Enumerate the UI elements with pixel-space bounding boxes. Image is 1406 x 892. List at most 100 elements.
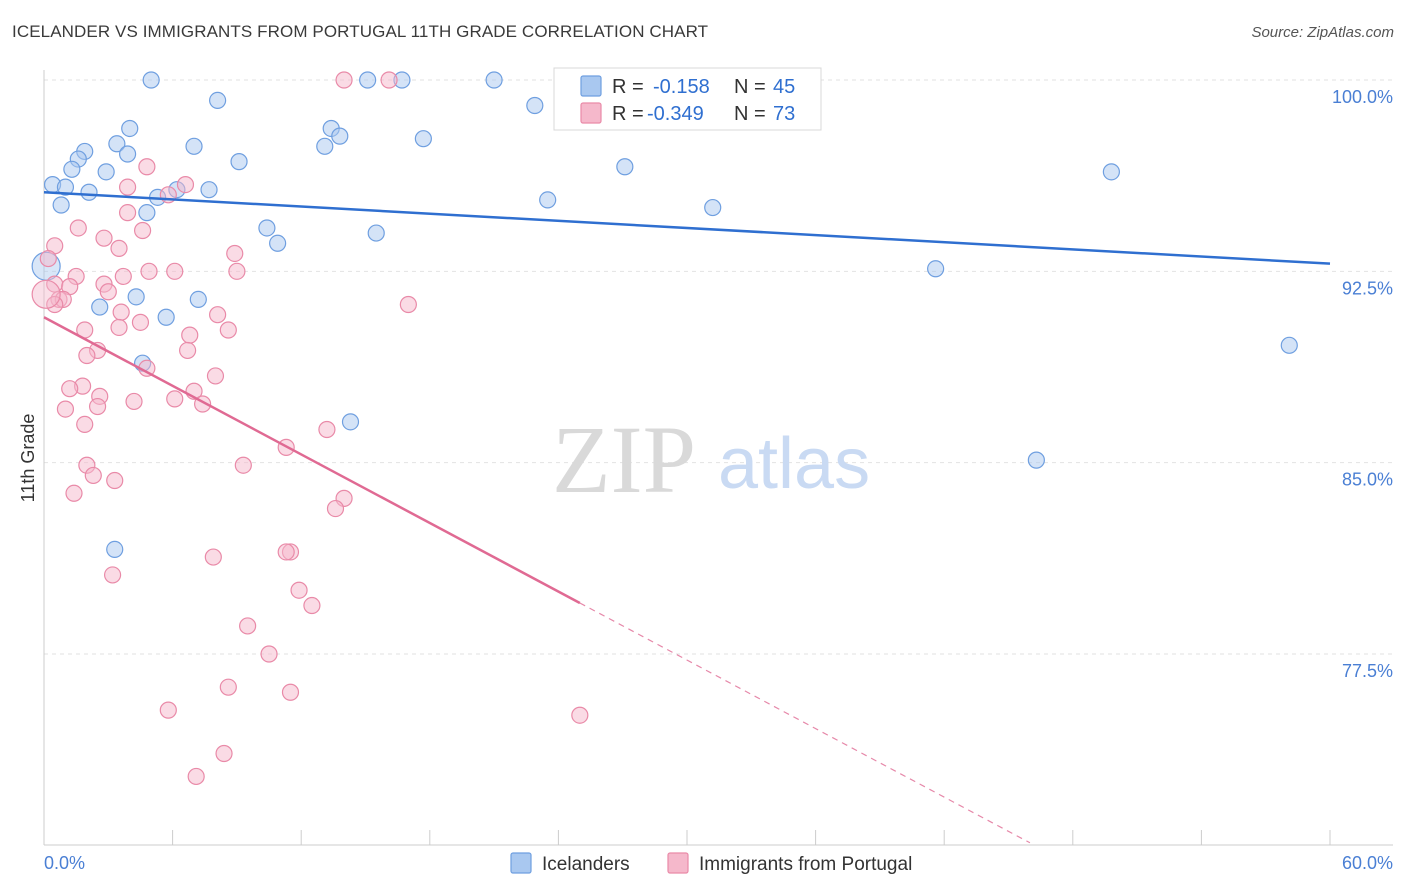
data-point: [91, 298, 109, 316]
legend-r-label-2: R =: [612, 103, 644, 125]
data-point: [206, 367, 225, 385]
data-point: [341, 413, 360, 431]
series-portugal: [31, 71, 589, 786]
data-point: [318, 420, 336, 439]
series-legend-label-icelanders: Icelanders: [542, 854, 630, 875]
data-point: [110, 318, 128, 337]
series-legend-swatch-icelanders: [510, 852, 532, 874]
series-icelanders: [31, 71, 1298, 559]
data-point: [228, 262, 246, 280]
data-point: [118, 204, 137, 222]
data-point: [106, 540, 124, 559]
y-axis-label: 11th Grade: [18, 414, 38, 503]
data-point: [399, 295, 417, 314]
data-point: [316, 137, 334, 155]
data-point: [179, 341, 197, 360]
legend-n-label-1: N =: [734, 76, 766, 98]
data-point: [56, 400, 75, 418]
x-tick-label-max: 60.0%: [1342, 853, 1393, 873]
data-point: [234, 456, 252, 474]
data-point: [326, 499, 345, 518]
data-point: [61, 380, 79, 398]
data-point: [125, 392, 143, 411]
data-point: [335, 71, 353, 89]
trend-line-extension: [579, 602, 1031, 844]
data-point: [39, 249, 57, 268]
legend-r-value-1: -0.158: [653, 76, 710, 98]
data-point: [226, 244, 244, 263]
data-point: [114, 267, 132, 286]
data-point: [63, 160, 81, 178]
data-point: [219, 678, 237, 696]
data-point: [571, 706, 589, 724]
data-point: [1027, 451, 1045, 469]
data-point: [181, 326, 199, 344]
data-point: [103, 566, 122, 584]
data-point: [166, 262, 184, 280]
data-point: [359, 71, 377, 89]
data-point: [189, 290, 207, 308]
series-legend-swatch-portugal: [667, 852, 689, 874]
data-point: [110, 239, 128, 257]
data-point: [230, 153, 248, 171]
data-point: [69, 219, 87, 237]
data-point: [367, 224, 385, 242]
data-point: [131, 313, 150, 331]
data-point: [209, 306, 227, 324]
data-point: [269, 234, 287, 252]
trend-line: [43, 191, 1331, 265]
data-point: [204, 548, 222, 566]
legend-r-value-2: -0.349: [647, 103, 704, 125]
data-point: [52, 196, 70, 214]
data-point: [133, 221, 152, 240]
data-point: [200, 181, 218, 199]
data-point: [56, 178, 75, 196]
data-point: [239, 617, 257, 635]
data-point: [31, 279, 61, 309]
data-point: [76, 415, 94, 433]
data-point: [118, 145, 137, 163]
data-point: [704, 198, 722, 217]
data-point: [88, 397, 107, 416]
data-point: [95, 229, 113, 247]
data-point: [80, 183, 98, 201]
data-point: [187, 767, 205, 786]
watermark: ZIP atlas: [552, 406, 870, 513]
data-point: [108, 135, 126, 153]
data-point: [260, 645, 278, 663]
data-point: [142, 71, 160, 89]
data-point: [140, 262, 158, 280]
y-tick-label: 100.0%: [1332, 87, 1393, 107]
y-tick-label: 92.5%: [1342, 278, 1393, 298]
legend-n-label-2: N =: [734, 103, 766, 125]
legend-n-value-1: 45: [773, 76, 795, 98]
legend-n-value-2: 73: [773, 103, 795, 125]
data-point: [485, 71, 503, 89]
data-point: [118, 178, 137, 196]
data-point: [539, 191, 557, 209]
data-point: [166, 390, 184, 408]
data-point: [106, 471, 124, 490]
data-point: [414, 130, 432, 148]
data-point: [380, 71, 398, 89]
data-point: [138, 158, 156, 176]
watermark-atlas: atlas: [718, 424, 870, 504]
data-point: [112, 303, 130, 321]
axes: [43, 70, 1393, 846]
legend-r-label-1: R =: [612, 76, 644, 98]
legend-swatch-portugal: [580, 102, 602, 124]
data-point: [176, 175, 195, 194]
data-point: [277, 543, 295, 561]
data-point: [1280, 336, 1298, 354]
data-point: [927, 260, 945, 278]
chart-title: ICELANDER VS IMMIGRANTS FROM PORTUGAL 11…: [12, 22, 709, 41]
data-point: [121, 119, 139, 138]
data-point: [84, 466, 102, 485]
data-point: [290, 581, 308, 599]
legend-swatch-icelanders: [580, 75, 602, 97]
data-points: [31, 71, 1298, 786]
x-tick-label-min: 0.0%: [44, 853, 85, 873]
data-point: [65, 484, 83, 502]
data-point: [258, 219, 276, 237]
